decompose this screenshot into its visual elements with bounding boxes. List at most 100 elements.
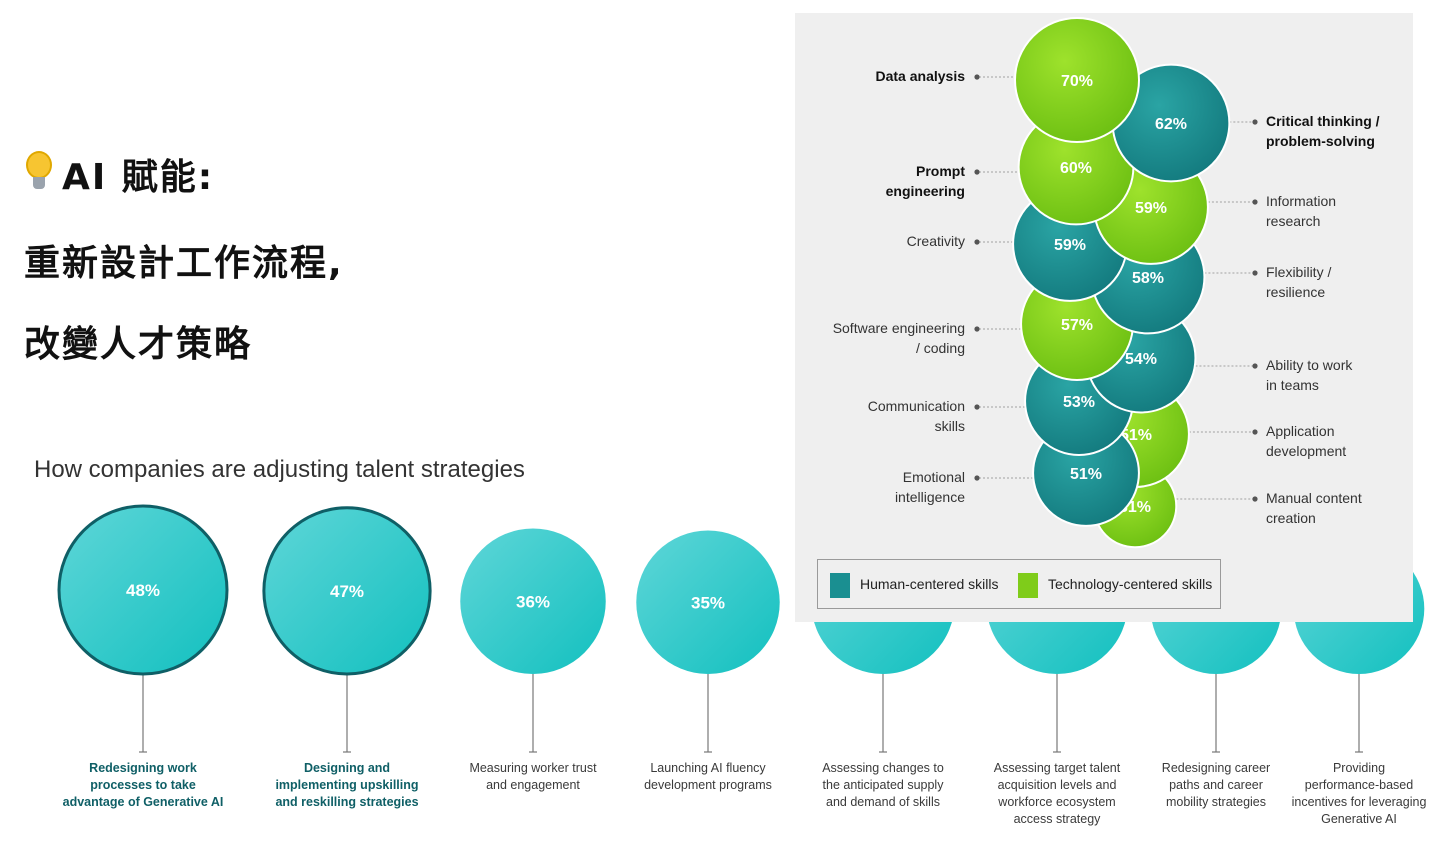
talent-category-line: advantage of Generative AI [63, 795, 224, 809]
skill-bubble-value: 62% [1155, 116, 1187, 133]
skill-label: Creativity [907, 233, 965, 249]
talent-category-line: Redesigning work [89, 761, 197, 775]
talent-category-line: paths and career [1169, 778, 1263, 792]
talent-bubble [57, 504, 229, 676]
skill-leader-dot [1252, 199, 1258, 205]
talent-category-line: the anticipated supply [823, 778, 945, 792]
skill-bubble [1014, 17, 1140, 143]
talent-bubble-value: 36% [516, 592, 550, 611]
headline-text-1: AI 賦能: [62, 157, 215, 198]
talent-bubble [636, 530, 780, 674]
skill-label: Critical thinking / problem-solving [1266, 113, 1380, 149]
legend-swatch-human [830, 573, 850, 598]
legend-item-tech: Technology-centered skills [1018, 573, 1212, 598]
skills-legend: Human-centered skills Technology-centere… [817, 559, 1221, 609]
skill-label-line: research [1266, 213, 1320, 229]
skill-label-line: Manual content [1266, 490, 1362, 506]
headline-line-2: 重新設計工作流程, [24, 243, 344, 284]
talent-category-line: Assessing changes to [822, 761, 944, 775]
skill-label-line: creation [1266, 510, 1316, 526]
legend-swatch-tech [1018, 573, 1038, 598]
skill-bubble-value: 70% [1061, 73, 1093, 90]
talent-category-line: mobility strategies [1166, 795, 1266, 809]
talent-category-label: Assessing changes to the anticipated supp… [822, 761, 944, 809]
talent-category-label: Redesigning work processes to take advanta… [63, 761, 224, 809]
talent-category-line: performance-based [1305, 778, 1413, 792]
skill-label-line: engineering [886, 183, 965, 199]
skill-bubble-value: 58% [1132, 270, 1164, 287]
legend-label-tech: Technology-centered skills [1048, 576, 1213, 593]
skill-label-line: / coding [916, 340, 965, 356]
skill-leader-dot [974, 239, 980, 245]
skill-leader-dot [974, 74, 980, 80]
talent-category-line: processes to take [90, 778, 196, 792]
skill-label-line: Software engineering [833, 320, 965, 336]
legend-label-human: Human-centered skills [860, 576, 999, 593]
legend-item-human: Human-centered skills [830, 573, 999, 598]
talent-bubble-value: 35% [691, 593, 725, 612]
skill-leader-dot [974, 326, 980, 332]
skill-label-line: problem-solving [1266, 133, 1375, 149]
talent-bubble-value: 48% [126, 581, 160, 600]
skill-bubble-value: 51% [1070, 466, 1102, 483]
talent-category-line: Measuring worker trust [469, 761, 597, 775]
talent-category-label: Redesigning career paths and career mobili… [1162, 761, 1270, 809]
talent-category-line: and demand of skills [826, 795, 940, 809]
talent-category-line: Generative AI [1321, 812, 1397, 826]
skill-label-line: Emotional [903, 469, 965, 485]
skill-label: Data analysis [876, 68, 966, 84]
skill-label: Manual content creation [1266, 490, 1362, 526]
talent-bubble [460, 528, 606, 674]
talent-category-line: workforce ecosystem [997, 795, 1115, 809]
skill-leader-dot [974, 475, 980, 481]
skill-leader-dot [974, 169, 980, 175]
talent-category-line: access strategy [1014, 812, 1102, 826]
skill-label-line: Data analysis [876, 68, 966, 84]
skill-leader-dot [1252, 270, 1258, 276]
skill-leader-dot [1252, 119, 1258, 125]
skill-bubble-value: 57% [1061, 317, 1093, 334]
skill-label-line: Communication [868, 398, 965, 414]
talent-category-label: Measuring worker trust and engagement [469, 761, 597, 792]
skill-bubble-value: 54% [1125, 351, 1157, 368]
skill-label-line: Creativity [907, 233, 965, 249]
skill-label: Software engineering / coding [833, 320, 965, 356]
talent-category-label: Designing and implementing upskilling and … [275, 761, 418, 809]
skill-leader-dot [1252, 429, 1258, 435]
talent-category-line: Providing [1333, 761, 1385, 775]
talent-bubble [262, 506, 432, 676]
talent-category-line: incentives for leveraging [1292, 795, 1427, 809]
talent-category-label: Launching AI fluency development programs [644, 761, 772, 792]
skill-label-line: resilience [1266, 284, 1325, 300]
talent-category-line: Designing and [304, 761, 390, 775]
skill-label: Ability to work in teams [1266, 357, 1353, 393]
talent-category-line: and engagement [486, 778, 580, 792]
talent-category-line: Redesigning career [1162, 761, 1270, 775]
skill-label-line: Ability to work [1266, 357, 1353, 373]
skill-label-line: Application [1266, 423, 1335, 439]
talent-category-line: Assessing target talent [994, 761, 1121, 775]
talent-category-line: implementing upskilling [275, 778, 418, 792]
skill-bubble-value: 59% [1135, 200, 1167, 217]
skill-label: Emotional intelligence [895, 469, 965, 505]
skill-bubble-value: 60% [1060, 160, 1092, 177]
headline-line-1: AI 賦能: [24, 148, 214, 200]
talent-category-line: and reskilling strategies [275, 795, 418, 809]
skill-label-line: Prompt [916, 163, 965, 179]
skill-bubble-value: 59% [1054, 237, 1086, 254]
skill-label-line: intelligence [895, 489, 965, 505]
skill-label-line: Flexibility / [1266, 264, 1331, 280]
skill-leader-dot [1252, 496, 1258, 502]
talent-strategies-chart: 48% Redesigning work processes to take adva… [57, 504, 1427, 826]
skill-leader-dot [1252, 363, 1258, 369]
talent-bubble-value: 47% [330, 582, 364, 601]
talent-category-line: acquisition levels and [998, 778, 1117, 792]
skill-label-line: Critical thinking / [1266, 113, 1380, 129]
skill-label: Flexibility / resilience [1266, 264, 1331, 300]
skill-label: Communication skills [868, 398, 965, 434]
talent-category-line: development programs [644, 778, 772, 792]
skill-label: Information research [1266, 193, 1336, 229]
skill-bubble-value: 53% [1063, 394, 1095, 411]
talent-category-label: Providing performance-based incentives for… [1292, 761, 1427, 826]
